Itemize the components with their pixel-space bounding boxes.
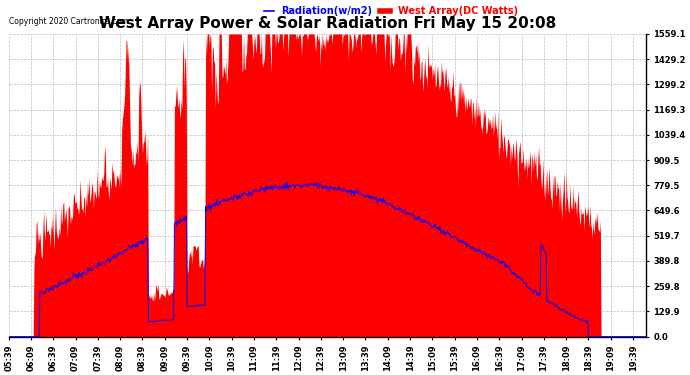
Title: West Array Power & Solar Radiation Fri May 15 20:08: West Array Power & Solar Radiation Fri M… bbox=[99, 16, 556, 32]
Legend: Radiation(w/m2), West Array(DC Watts): Radiation(w/m2), West Array(DC Watts) bbox=[260, 3, 522, 20]
Text: Copyright 2020 Cartronics.com: Copyright 2020 Cartronics.com bbox=[9, 17, 128, 26]
